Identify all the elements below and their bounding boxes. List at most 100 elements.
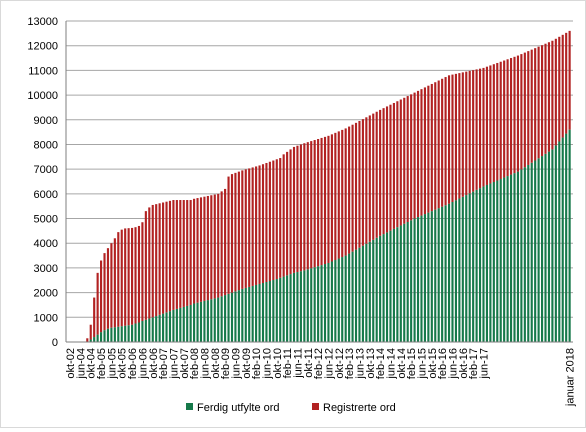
y-tick-label: 13000	[27, 16, 58, 28]
bar-registrerte	[289, 149, 292, 275]
bar-registrerte	[310, 141, 313, 269]
bar-ferdig	[189, 304, 192, 342]
bar-ferdig	[237, 290, 240, 342]
bar-ferdig	[251, 285, 254, 342]
bar-registrerte	[441, 78, 444, 207]
bar-ferdig	[506, 176, 509, 342]
legend-swatch-ferdig	[186, 403, 193, 410]
bar-ferdig	[193, 303, 196, 342]
bar-ferdig	[203, 300, 206, 342]
x-tick-label: jun-15	[416, 348, 428, 380]
bar-registrerte	[520, 54, 523, 170]
bar-registrerte	[317, 139, 320, 267]
bar-registrerte	[203, 196, 206, 301]
bar-ferdig	[272, 280, 275, 342]
bar-registrerte	[568, 30, 571, 130]
bar-registrerte	[516, 55, 520, 172]
bar-registrerte	[89, 324, 92, 340]
bar-ferdig	[489, 183, 492, 342]
bar-ferdig	[441, 206, 444, 342]
gridlines	[66, 20, 573, 343]
bar-registrerte	[410, 94, 413, 221]
y-tick-label: 5000	[34, 214, 58, 226]
bar-ferdig	[265, 281, 268, 342]
bar-ferdig	[565, 133, 568, 342]
bar-ferdig	[392, 228, 395, 342]
bar-registrerte	[224, 188, 227, 296]
bar-registrerte	[506, 59, 509, 177]
bar-registrerte	[427, 85, 430, 213]
bar-ferdig	[423, 214, 426, 342]
bar-ferdig	[513, 173, 516, 342]
x-tick-label: jun-07	[168, 348, 180, 380]
x-tick-label: feb-13	[344, 348, 356, 379]
bar-registrerte	[131, 227, 134, 325]
bar-registrerte	[286, 151, 289, 276]
bar-registrerte	[279, 158, 282, 278]
bar-ferdig	[540, 156, 544, 342]
bar-registrerte	[261, 164, 265, 283]
x-tick-label: jun-12	[323, 348, 335, 380]
x-tick-label: januar 2018	[565, 348, 577, 407]
bar-registrerte	[437, 80, 440, 209]
bar-ferdig	[434, 209, 437, 342]
x-tick-label: jun-09	[230, 348, 242, 380]
bar-ferdig	[416, 217, 420, 342]
x-tick-label: jun-08	[199, 348, 211, 380]
y-tick-label: 4000	[34, 238, 58, 250]
bar-ferdig	[175, 308, 178, 342]
bar-ferdig	[213, 298, 216, 342]
bar-ferdig	[310, 268, 313, 342]
bar-registrerte	[144, 211, 147, 320]
bar-ferdig	[382, 234, 385, 342]
bar-ferdig	[372, 239, 375, 342]
bar-registrerte	[306, 142, 309, 270]
bar-registrerte	[120, 229, 123, 327]
bar-registrerte	[454, 73, 457, 201]
bar-registrerte	[193, 198, 196, 304]
bar-registrerte	[478, 68, 482, 189]
bar-ferdig	[368, 241, 371, 342]
bar-ferdig	[399, 225, 402, 342]
bar-registrerte	[137, 225, 141, 323]
bar-ferdig	[230, 292, 234, 342]
bar-ferdig	[337, 258, 340, 342]
bar-registrerte	[361, 119, 364, 246]
bar-ferdig	[313, 267, 316, 342]
bar-registrerte	[96, 272, 99, 335]
bar-ferdig	[268, 281, 271, 342]
bar-ferdig	[289, 274, 292, 342]
x-tick-label: feb-15	[406, 348, 418, 379]
bar-registrerte	[244, 169, 247, 288]
bar-ferdig	[127, 325, 130, 342]
bar-ferdig	[551, 149, 554, 342]
bar-ferdig	[361, 245, 364, 342]
bar-ferdig	[258, 283, 261, 342]
bar-ferdig	[475, 189, 478, 342]
bar-registrerte	[296, 145, 299, 273]
bar-ferdig	[110, 327, 113, 342]
x-tick-label: okt-04	[86, 348, 98, 379]
y-tick-label: 8000	[34, 139, 58, 151]
bar-ferdig	[365, 243, 368, 342]
y-axis: 0 1000 2000 3000 4000 5000 6000 7000 8000 9000 100…	[27, 16, 67, 349]
bar-ferdig	[358, 247, 361, 342]
bar-ferdig	[206, 300, 209, 342]
bar-ferdig	[124, 325, 127, 342]
y-tick-label: 9000	[34, 115, 58, 127]
bar-registrerte	[503, 60, 506, 178]
bar-ferdig	[547, 151, 551, 342]
bar-registrerte	[182, 200, 185, 307]
bar-registrerte	[351, 124, 354, 252]
bars	[86, 30, 571, 342]
bar-ferdig	[248, 286, 251, 342]
bar-registrerte	[375, 111, 378, 238]
bar-ferdig	[182, 306, 185, 342]
bar-registrerte	[248, 168, 251, 287]
bar-registrerte	[509, 58, 513, 175]
x-tick-label: feb-07	[158, 348, 170, 379]
bar-ferdig	[299, 271, 302, 342]
bar-ferdig	[485, 184, 489, 342]
